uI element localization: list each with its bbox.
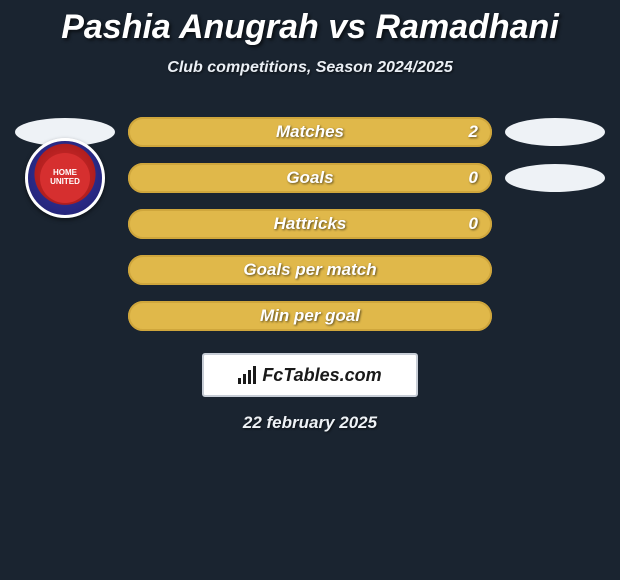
stat-bar: Matches 2: [128, 117, 492, 147]
bars-icon: [238, 366, 256, 384]
stat-row: HOME UNITED Goals 0: [0, 155, 620, 201]
left-side-slot: HOME UNITED: [10, 138, 120, 218]
stat-bar: Goals 0: [128, 163, 492, 193]
right-side-slot: [500, 118, 610, 146]
right-side-slot: [500, 164, 610, 192]
brand-text: FcTables.com: [262, 365, 381, 386]
bar-label: Goals: [128, 163, 492, 193]
stat-bar: Min per goal: [128, 301, 492, 331]
bar-value: 0: [469, 163, 478, 193]
page-subtitle: Club competitions, Season 2024/2025: [0, 59, 620, 77]
right-club-placeholder: [505, 164, 605, 192]
stat-row: Goals per match: [0, 247, 620, 293]
bar-value: 2: [469, 117, 478, 147]
stat-bar: Goals per match: [128, 255, 492, 285]
bar-label: Min per goal: [128, 301, 492, 331]
bar-label: Goals per match: [128, 255, 492, 285]
brand-box: FcTables.com: [202, 353, 418, 397]
date-text: 22 february 2025: [0, 413, 620, 433]
stat-row: Min per goal: [0, 293, 620, 339]
bar-label: Hattricks: [128, 209, 492, 239]
bar-label: Matches: [128, 117, 492, 147]
club-badge-text: HOME UNITED: [40, 153, 90, 203]
right-flag-placeholder: [505, 118, 605, 146]
stat-bar: Hattricks 0: [128, 209, 492, 239]
bar-value: 0: [469, 209, 478, 239]
page-title: Pashia Anugrah vs Ramadhani: [0, 0, 620, 47]
club-badge-icon: HOME UNITED: [25, 138, 105, 218]
stats-rows: Matches 2 HOME UNITED Goals 0 Hattric: [0, 109, 620, 339]
